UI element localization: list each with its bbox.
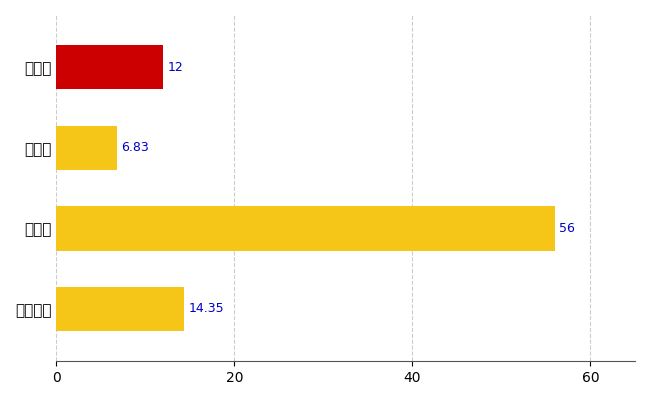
Bar [57, 206, 555, 250]
Bar [57, 126, 117, 170]
Text: 56: 56 [560, 222, 575, 235]
Text: 12: 12 [168, 61, 183, 74]
Bar [57, 287, 184, 331]
Bar [57, 45, 163, 90]
Text: 14.35: 14.35 [188, 302, 224, 316]
Text: 6.83: 6.83 [122, 141, 150, 154]
